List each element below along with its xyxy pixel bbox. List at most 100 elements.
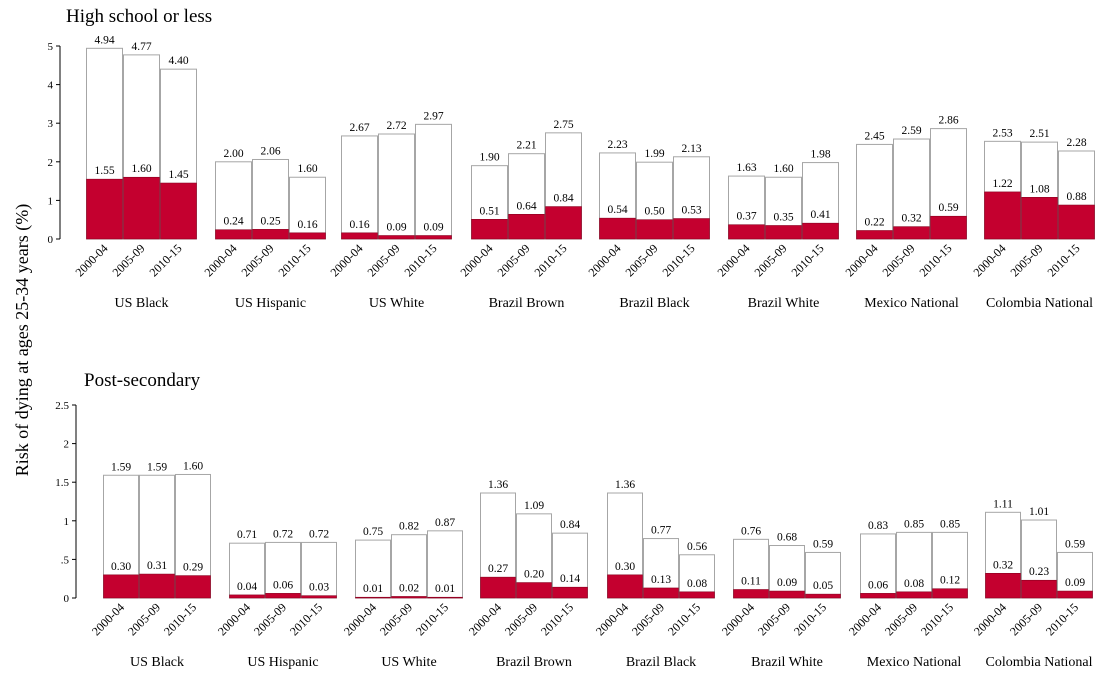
x-tick-label: 2000-04	[719, 600, 757, 638]
x-tick-label: 2005-09	[364, 241, 402, 279]
x-tick-label: 2000-04	[72, 241, 110, 279]
x-tick-label: 2010-15	[275, 241, 313, 279]
x-tick-label: 2010-15	[531, 241, 569, 279]
group-label: US Black	[114, 296, 168, 311]
x-tick-label: 2000-04	[846, 600, 884, 638]
x-tick-label: 2000-04	[466, 600, 504, 638]
bar-part	[160, 182, 197, 240]
y-tick-label: 4	[48, 80, 54, 92]
bar-part	[391, 596, 427, 599]
bar-total	[301, 541, 337, 599]
part-value-label: 0.37	[736, 211, 756, 223]
part-value-label: 0.53	[681, 205, 701, 217]
x-tick-label: 2005-09	[109, 241, 147, 279]
bar-total	[341, 135, 378, 240]
bar-group: 4.94 1.55 2000-04 4.77 1.60 2005-09 4.40 1.45 20…	[72, 34, 197, 311]
bar-part	[341, 232, 378, 240]
bar-group: 0.71 0.04 2000-04 0.72 0.06 2005-09 0.72 0.03 20…	[215, 528, 337, 670]
group-label: US Hispanic	[235, 296, 306, 311]
x-tick-label: 2010-15	[287, 600, 325, 638]
bar-part	[733, 589, 769, 599]
bar-group: 2.45 0.22 2000-04 2.59 0.32 2005-09 2.86 0.59 20…	[842, 115, 967, 311]
x-tick-label: 2010-15	[659, 241, 697, 279]
y-tick-label: 0	[64, 593, 70, 605]
bar-part	[643, 587, 679, 599]
bar-part	[860, 593, 896, 599]
bar-total	[856, 143, 893, 240]
bar-part	[769, 590, 805, 599]
bar-group: 1.36 0.30 2000-04 0.77 0.13 2005-09 0.56 0.08 20…	[593, 479, 715, 670]
x-tick-label: 2005-09	[377, 600, 415, 638]
part-value-label: 0.16	[297, 219, 317, 231]
part-value-label: 0.04	[237, 581, 257, 593]
bar-group: 1.59 0.30 2000-04 1.59 0.31 2005-09 1.60 0.29 20…	[89, 460, 211, 670]
bar-total	[252, 158, 289, 240]
bar-group: 1.11 0.32 2000-04 1.01 0.23 2005-09 0.59 0.09 20…	[971, 498, 1093, 670]
x-tick-label: 2000-04	[89, 600, 127, 638]
x-tick-label: 2005-09	[494, 241, 532, 279]
part-value-label: 0.08	[904, 578, 924, 590]
bar-part	[636, 219, 673, 240]
y-tick-label: 5	[48, 41, 54, 53]
bar-part	[1021, 579, 1057, 599]
total-value-label: 0.84	[560, 519, 580, 531]
part-value-label: 0.06	[868, 579, 888, 591]
part-value-label: 0.01	[363, 583, 383, 595]
total-value-label: 1.09	[524, 500, 544, 512]
bar-part	[252, 229, 289, 240]
part-value-label: 0.02	[399, 582, 419, 594]
total-value-label: 2.28	[1066, 137, 1086, 149]
bar-part	[984, 191, 1021, 240]
x-tick-label: 2005-09	[751, 241, 789, 279]
bar-part	[139, 573, 175, 599]
part-value-label: 0.27	[488, 563, 508, 575]
bar-total	[932, 531, 968, 599]
total-value-label: 2.67	[349, 122, 369, 134]
part-value-label: 0.64	[516, 200, 536, 212]
part-value-label: 0.51	[479, 205, 499, 217]
group-label: Brazil Brown	[496, 655, 572, 670]
part-value-label: 0.08	[687, 578, 707, 590]
bar-total	[427, 530, 463, 599]
part-value-label: 0.09	[1065, 577, 1085, 589]
x-tick-label: 2005-09	[502, 600, 540, 638]
total-value-label: 1.63	[736, 162, 756, 174]
bar-part	[516, 582, 552, 599]
part-value-label: 0.14	[560, 573, 580, 585]
total-value-label: 2.00	[223, 148, 243, 160]
group-label: Brazil Black	[619, 296, 689, 311]
panel-post-secondary: Post-secondary 0 .5 1 1.5 2 2.5 1.59 0.30 2000-0…	[55, 370, 1093, 670]
x-tick-label: 2000-04	[970, 241, 1008, 279]
total-value-label: 0.59	[1065, 538, 1085, 550]
y-axis-label: Risk of dying at ages 25-34 years (%)	[12, 204, 33, 476]
part-value-label: 0.25	[260, 215, 280, 227]
bar-total	[805, 551, 841, 599]
bar-part	[480, 576, 516, 599]
bar-part	[679, 591, 715, 599]
part-value-label: 1.08	[1029, 183, 1049, 195]
group-label: US Black	[130, 655, 184, 670]
y-tick-label: 2.5	[55, 400, 69, 412]
x-tick-label: 2005-09	[882, 600, 920, 638]
x-tick-label: 2010-15	[413, 600, 451, 638]
total-value-label: 1.60	[183, 460, 203, 472]
bar-part	[856, 230, 893, 240]
y-tick-label: 2	[48, 157, 54, 169]
bar-total	[679, 554, 715, 599]
part-value-label: 0.32	[993, 559, 1013, 571]
group-label: Brazil Black	[626, 655, 696, 670]
bar-part	[545, 206, 582, 240]
total-value-label: 0.56	[687, 541, 707, 553]
y-tick-label: 1	[64, 516, 70, 528]
bar-part	[1021, 197, 1058, 240]
x-tick-label: 2005-09	[238, 241, 276, 279]
bar-total	[289, 176, 326, 240]
total-value-label: 2.59	[901, 125, 921, 137]
part-value-label: 1.60	[131, 163, 151, 175]
total-value-label: 1.90	[479, 152, 499, 164]
bar-part	[728, 224, 765, 240]
x-tick-label: 2010-15	[161, 600, 199, 638]
bar-part	[86, 178, 123, 240]
total-value-label: 2.51	[1029, 128, 1049, 140]
x-tick-label: 2005-09	[879, 241, 917, 279]
